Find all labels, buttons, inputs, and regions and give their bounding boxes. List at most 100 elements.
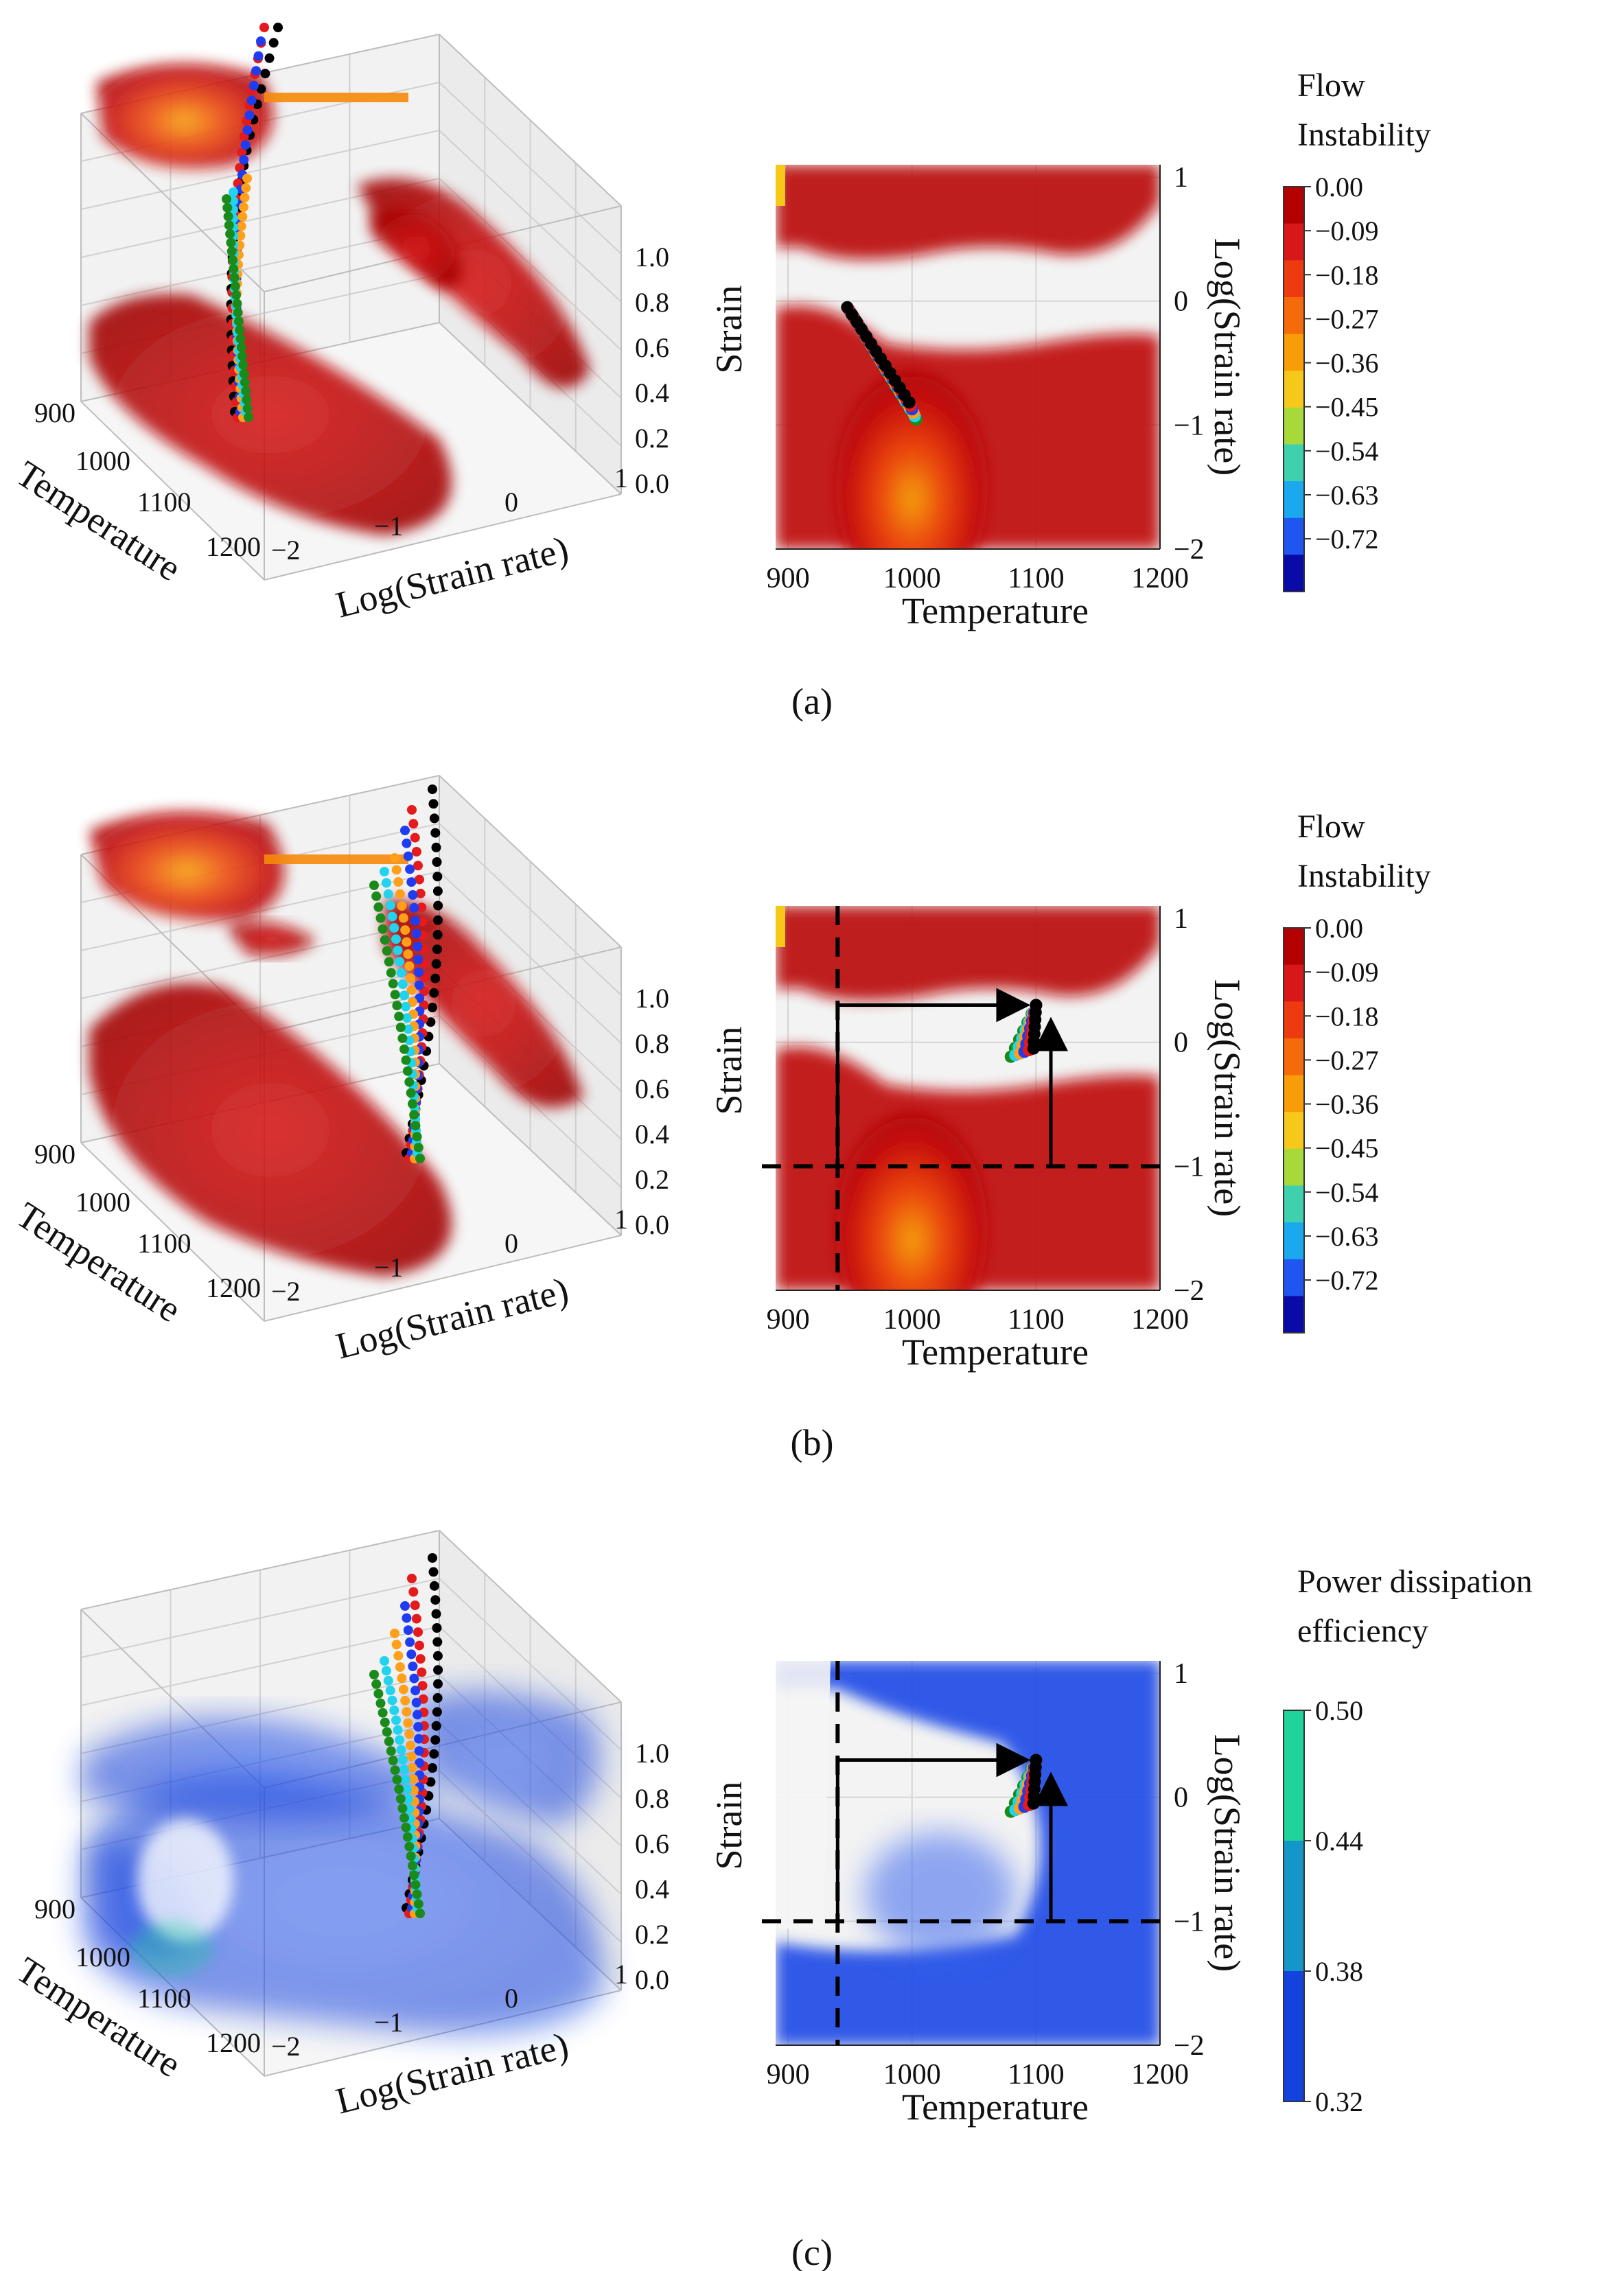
path-point — [429, 1581, 439, 1591]
path-point — [237, 211, 248, 222]
path-point — [227, 246, 237, 257]
path-point — [413, 1627, 423, 1638]
colorbar-band — [1284, 1075, 1304, 1113]
tick-strain-3d: 0.0 — [635, 1964, 669, 1995]
path-point — [402, 1013, 412, 1023]
path-point — [244, 412, 253, 422]
path-point — [430, 973, 441, 983]
path-point — [400, 925, 410, 935]
contour-edge — [776, 906, 785, 947]
isosurface-1 — [82, 1716, 439, 1820]
path-point — [428, 1763, 437, 1773]
path-point — [415, 1654, 426, 1664]
tick-strain-3d: 0.6 — [635, 1073, 669, 1104]
path-point — [431, 842, 441, 852]
path-point — [380, 1656, 389, 1666]
colorbar-tick-label: −0.45 — [1315, 392, 1379, 423]
path-point — [410, 1686, 421, 1696]
colorbar-title: Instability — [1297, 858, 1431, 894]
path-point — [240, 192, 250, 202]
colorbar-band — [1284, 187, 1304, 224]
contour-peak — [836, 1112, 988, 1290]
guide-arrows — [762, 1661, 1160, 2045]
path-point — [397, 1033, 408, 1043]
path-point — [386, 968, 396, 978]
box-edge — [439, 1063, 622, 1236]
tick-temperature-3d: 1200 — [206, 531, 261, 562]
path-point — [399, 990, 409, 1001]
tick-temperature-3d: 1100 — [137, 1983, 192, 2014]
tick-strain-3d: 1.0 — [635, 983, 669, 1014]
path-point — [407, 1762, 417, 1773]
box-edge — [80, 401, 265, 581]
path-point — [406, 1649, 417, 1659]
path-point — [415, 1758, 425, 1768]
tick-strain-3d: 0.8 — [635, 1028, 669, 1059]
path-point — [432, 1651, 443, 1661]
path-point — [430, 828, 441, 838]
path-point — [410, 832, 420, 843]
colorbar-band — [1284, 1001, 1304, 1039]
path-point — [230, 281, 240, 292]
path-point — [401, 1055, 411, 1065]
path-point — [389, 923, 399, 933]
path-point — [413, 1899, 424, 1909]
colorbar-band — [1284, 481, 1304, 519]
tick-strain-3d: 0.2 — [635, 1919, 669, 1950]
path-point — [391, 1640, 402, 1650]
path-point — [371, 1679, 382, 1689]
path-point — [235, 231, 246, 241]
path-point — [385, 900, 395, 911]
path-point — [373, 902, 384, 912]
tick-strain-3d: 0.6 — [635, 332, 669, 363]
colorbar-band — [1284, 928, 1304, 966]
path-point — [1027, 1042, 1040, 1055]
path-point — [380, 935, 390, 945]
tick-strain-3d: 0.2 — [635, 1164, 669, 1195]
path-point — [431, 1609, 441, 1619]
path-point — [428, 784, 437, 794]
path-point — [1027, 1797, 1040, 1810]
box-edge — [439, 1530, 622, 1703]
path-point — [384, 1736, 394, 1747]
box-edge — [80, 1142, 265, 1322]
colorbar-frame — [1283, 927, 1305, 1334]
tick-temperature-2d: 1000 — [883, 2059, 941, 2091]
tick-temperature-2d: 900 — [767, 563, 810, 594]
arrow-temperature — [835, 1743, 1031, 1915]
path-point — [386, 1746, 396, 1756]
path-point — [401, 1001, 410, 1012]
path-point — [240, 140, 251, 150]
colorbar-band — [1284, 1296, 1304, 1334]
colorbar-tick-label: −0.63 — [1315, 480, 1379, 511]
path-point — [403, 851, 413, 861]
path-point — [414, 967, 424, 977]
isosurface-3 — [227, 922, 316, 956]
path-point — [233, 316, 244, 327]
path-point — [256, 84, 266, 94]
tick-temperature-2d: 1200 — [1131, 563, 1189, 594]
path-point — [409, 1870, 419, 1880]
tick-temperature-3d: 1200 — [206, 1272, 261, 1303]
colorbar-band — [1284, 444, 1304, 482]
colorbar-title: Power dissipation — [1297, 1563, 1533, 1600]
path-point — [256, 36, 266, 46]
path-point — [369, 881, 379, 890]
path-point — [391, 934, 401, 944]
path-point — [406, 985, 417, 995]
colorbar-band — [1284, 1112, 1304, 1150]
colorbar-band — [1284, 260, 1304, 298]
box-edge — [264, 493, 622, 581]
xlabel-2d: Temperature — [902, 1331, 1089, 1373]
path-point — [402, 1832, 413, 1842]
isosurface-hole — [137, 1819, 233, 1942]
path-point — [409, 902, 419, 913]
path-point — [415, 1640, 424, 1651]
tick-strain-rate-2d: −1 — [1174, 1151, 1205, 1183]
path-point — [260, 69, 270, 79]
path-point — [432, 930, 443, 940]
path-point — [393, 1651, 404, 1661]
path-point — [229, 272, 240, 283]
tick-temperature-2d: 1000 — [883, 563, 941, 594]
